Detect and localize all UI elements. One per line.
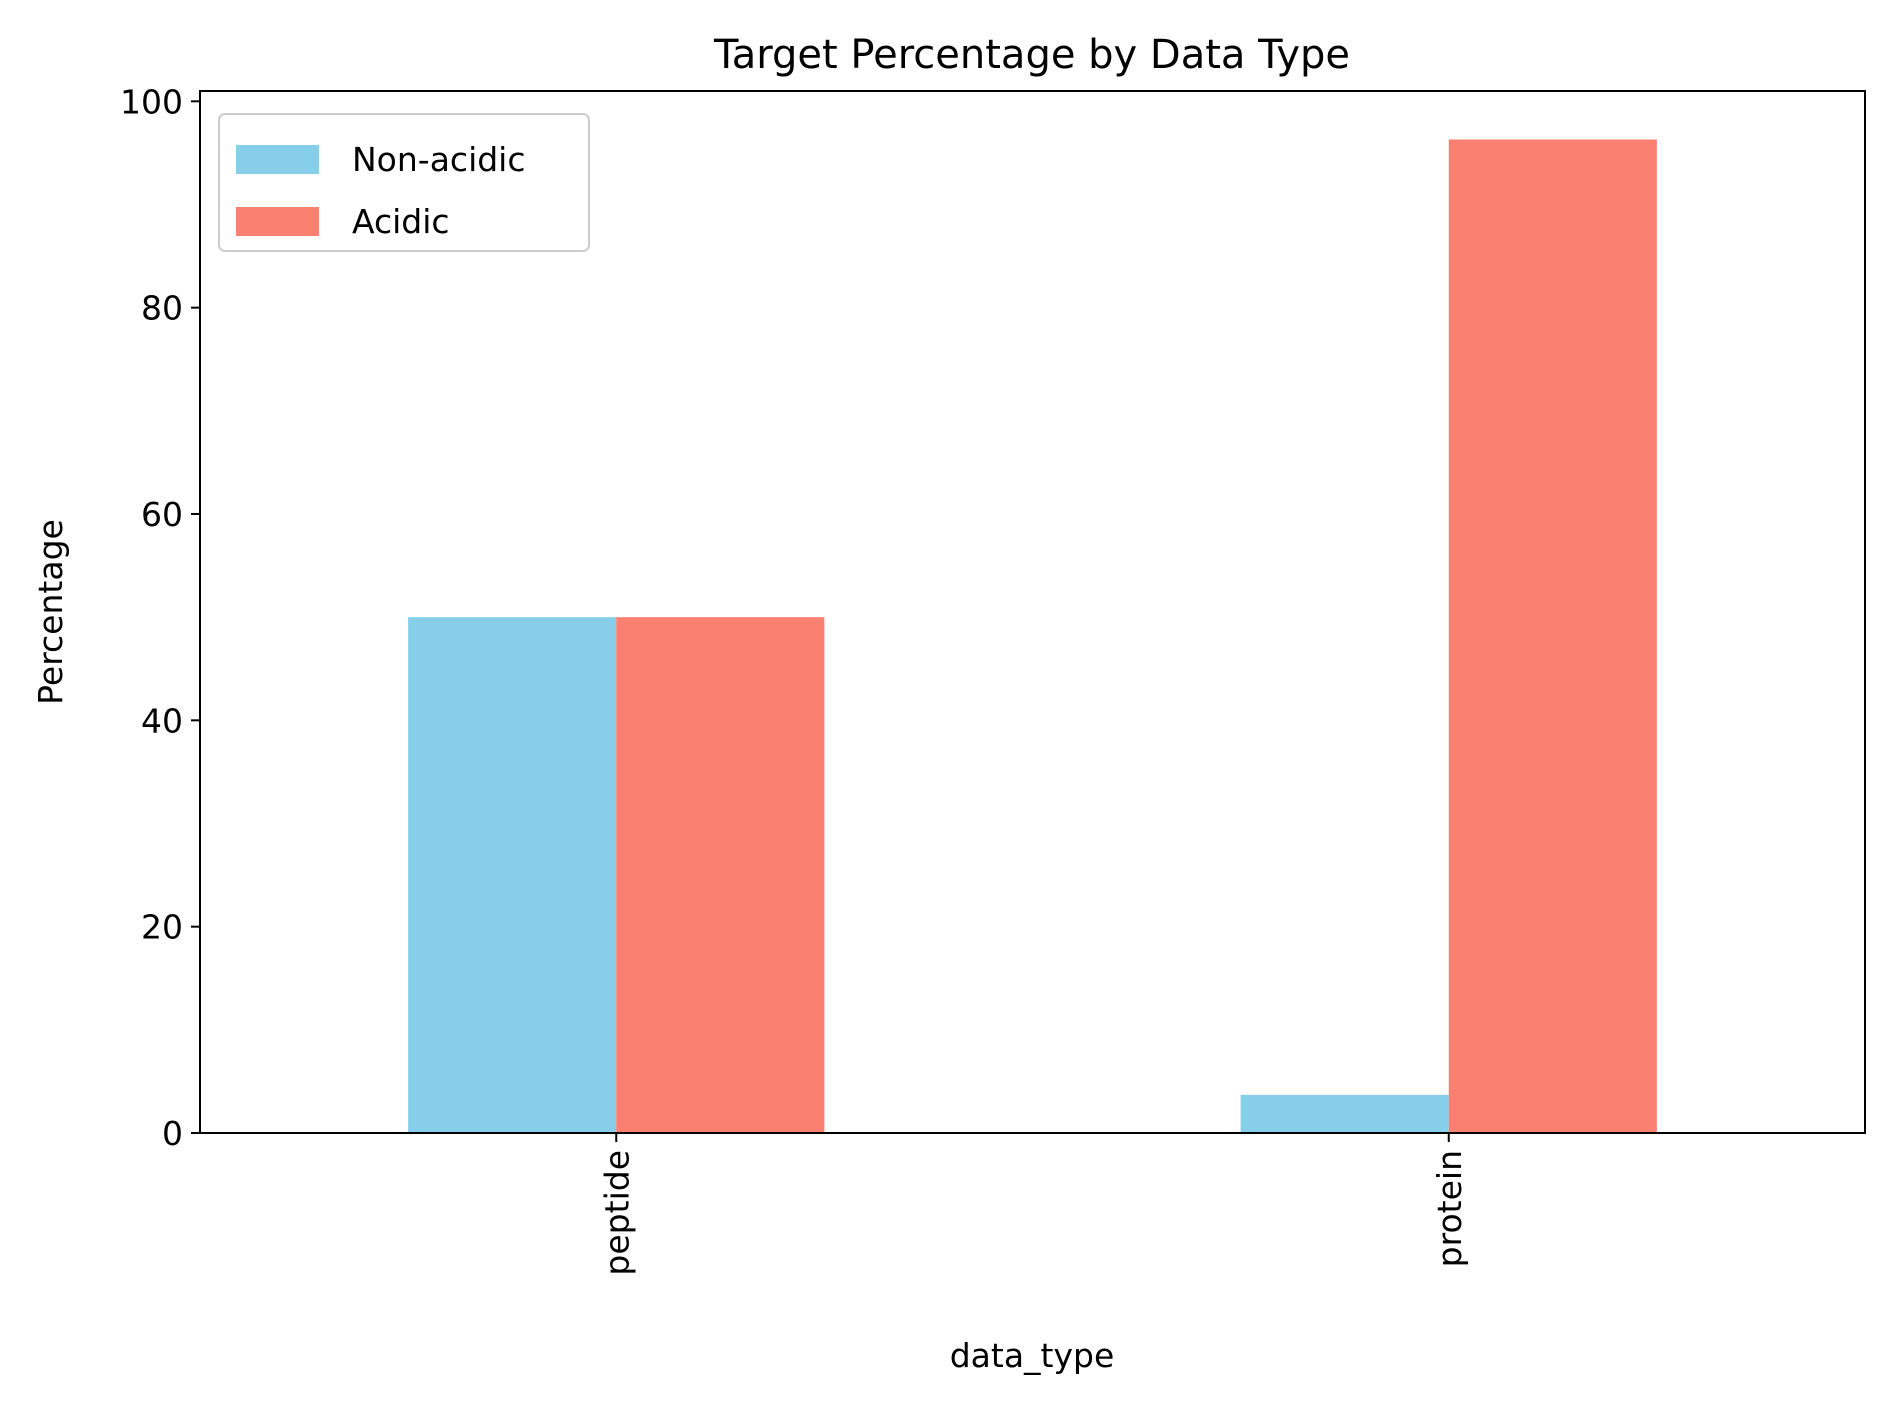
legend-label-acidic: Acidic <box>352 202 450 241</box>
x-axis-label: data_type <box>950 1336 1115 1375</box>
legend-label-non-acidic: Non-acidic <box>352 140 526 179</box>
y-tick-label: 100 <box>120 82 183 121</box>
plot-frame <box>199 90 1866 1134</box>
y-axis-label: Percentage <box>31 519 70 705</box>
y-axis: 0 20 40 60 80 100 <box>120 82 200 1153</box>
x-tick-label-protein: protein <box>1430 1150 1469 1267</box>
chart-title: Target Percentage by Data Type <box>713 32 1350 78</box>
bar-protein-acidic <box>1448 139 1657 1133</box>
legend-swatch-acidic <box>236 207 319 236</box>
legend-swatch-non-acidic <box>236 145 319 174</box>
y-tick-label: 80 <box>141 289 183 328</box>
y-tick-label: 0 <box>162 1114 183 1153</box>
bar-peptide-non-acidic <box>408 617 617 1133</box>
legend: Non-acidic Acidic <box>218 113 590 252</box>
bar-peptide-acidic <box>616 617 825 1133</box>
y-tick-label: 40 <box>141 701 183 740</box>
y-tick-label: 60 <box>141 495 183 534</box>
bar-protein-non-acidic <box>1240 1094 1449 1133</box>
bars-group <box>408 139 1657 1133</box>
x-axis: peptide protein <box>597 1133 1469 1276</box>
x-tick-label-peptide: peptide <box>597 1150 636 1276</box>
y-tick-label: 20 <box>141 908 183 947</box>
